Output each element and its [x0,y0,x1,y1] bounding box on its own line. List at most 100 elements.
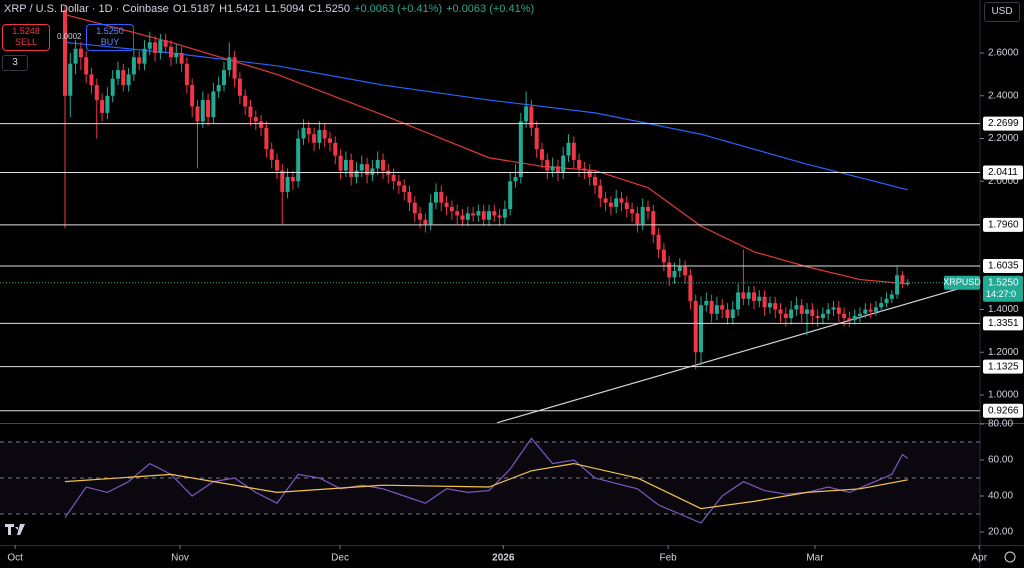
pane [62,5,980,423]
candle-body [126,74,131,86]
candle-body [587,170,592,177]
candle-body [783,313,788,319]
candle-body [757,296,762,301]
logo-mark [5,524,25,535]
candle-body [428,202,433,225]
sell-label: SELL [14,37,38,47]
y-tick-label: 40.00 [988,491,1013,502]
candle-body [68,63,73,96]
candle-body [836,307,841,314]
candle-body [905,282,910,285]
level-label: 1.6035 [988,261,1019,272]
candle-body [555,166,560,173]
y-tick-label: 2.0000 [988,176,1019,187]
candle-body [863,309,868,314]
candle-body [158,40,163,54]
candle-body [672,271,677,278]
candle-body [423,219,428,225]
candle-body [433,191,438,203]
candle-body [752,292,757,301]
candle-body [667,262,672,278]
candle-body [280,170,285,192]
candle-body [349,159,354,177]
candle-body [216,85,221,92]
candle-body [142,48,147,64]
candle-body [174,53,179,58]
candle-body [391,174,396,182]
candle-body [73,48,78,64]
candle-body [741,292,746,299]
y-tick-label: 80.00 [988,419,1013,430]
candle-body [550,166,555,171]
candle-body [709,300,714,314]
candle-body [778,309,783,314]
candle-body [301,127,306,139]
level-label: 2.2699 [988,118,1019,129]
candle-body [630,209,635,214]
candle-body [343,159,348,171]
candle-body [253,117,258,122]
candle-body [873,307,878,312]
candle-body [730,309,735,319]
pane [0,437,980,524]
candle-body [296,138,301,182]
candle-body [121,70,126,86]
candle-body [508,181,513,210]
candle-body [704,300,709,306]
level-label-bg [983,359,1023,374]
candle-body [624,202,629,210]
level-label: 2.0411 [988,167,1018,178]
candle-body [460,215,465,220]
candle-body [693,300,698,353]
candle-body [370,168,375,175]
candle-body [206,100,211,118]
currency-button[interactable]: USD [984,2,1020,22]
candle-body [614,198,619,207]
ohlc-h: H1.5421 [219,3,261,15]
candle-body [868,309,873,312]
ohlc-l: L1.5094 [264,3,305,15]
candle-body [566,142,571,156]
candle-body [789,309,794,319]
candle-body [131,57,136,75]
candle-body [592,176,597,186]
buy-button[interactable]: 1.5250 BUY [86,24,134,51]
candle-body [317,129,322,143]
candle-body [439,191,444,203]
candle-body [179,53,184,64]
candle-body [561,155,566,173]
candle-body [407,191,412,203]
candle-body [243,95,248,107]
symbol: XRP / U.S. Dollar · 1D · Coinbase [4,3,169,15]
candle-body [375,159,380,169]
candle-body [651,211,656,235]
candle-body [274,159,279,171]
candle-body [365,164,370,175]
y-tick-label: 1.2000 [988,347,1019,358]
candle-body [396,181,401,186]
indicator-toggle[interactable]: 3 [2,55,28,71]
level-label: 0.9266 [988,405,1019,416]
candle-body [820,313,825,319]
candle-body [200,100,205,122]
x-tick-label: Mar [806,553,824,564]
header: XRP / U.S. Dollar · 1D · Coinbase O1.5187… [4,3,538,15]
candle-body [815,315,820,319]
level-label: 1.3351 [988,318,1019,329]
change: +0.0063 (+0.41%) [446,3,535,15]
candle-body [312,134,317,143]
level-label-bg [983,116,1023,131]
candle-body [852,315,857,321]
candle-body [322,129,327,139]
candle-body [847,318,852,321]
candle-body [290,176,295,182]
candle-body [767,303,772,308]
candle-body [259,121,264,128]
y-tick-label: 1.4000 [988,304,1019,315]
sell-button[interactable]: 1.5248 SELL [2,24,50,51]
candle-body [94,85,99,101]
candle-body [683,266,688,276]
buy-price: 1.5250 [96,26,124,36]
y-tick-label: 1.0000 [988,390,1019,401]
candle-body [773,303,778,310]
